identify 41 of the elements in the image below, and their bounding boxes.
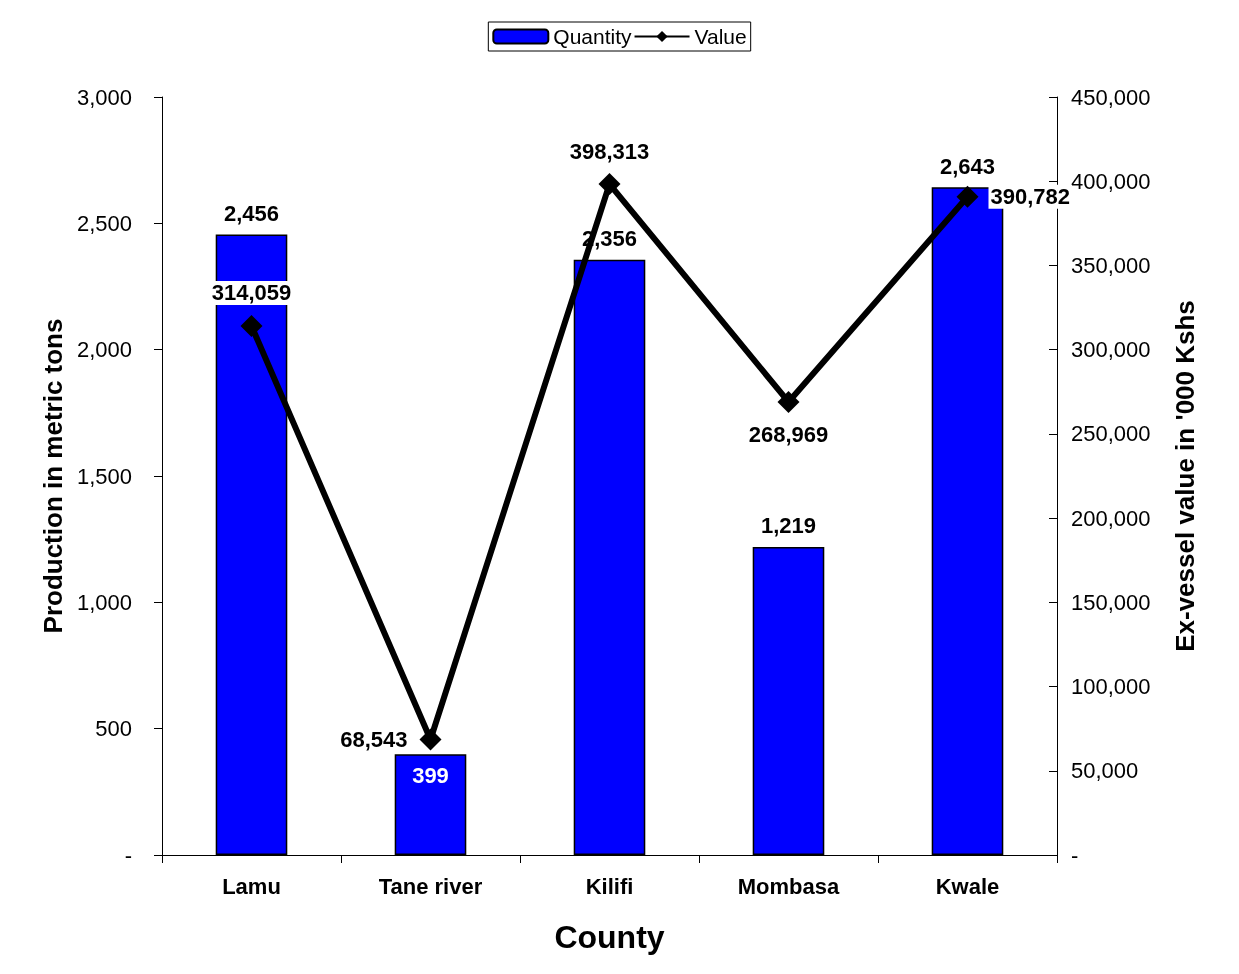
y2-tick-label: 350,000 (1071, 252, 1151, 278)
data-label: 68,543 (340, 727, 408, 753)
y-tick-label: 2,000 (76, 337, 132, 363)
y2-tick-label: 400,000 (1071, 168, 1151, 194)
y2-tick-label: 150,000 (1071, 589, 1151, 615)
y2-tick-label: 100,000 (1071, 674, 1151, 700)
point (419, 728, 442, 751)
data-label: 2,456 (223, 200, 280, 226)
y2-tick-label: 250,000 (1071, 421, 1151, 447)
legend-label: Value (694, 25, 747, 48)
y2-tick-label: 50,000 (1071, 758, 1139, 784)
x-axis-title: County (554, 919, 665, 955)
data-label: 268,969 (748, 422, 829, 448)
point (598, 173, 621, 196)
x-tick-label: Kilifi (585, 873, 634, 899)
data-label: 399 (412, 762, 449, 788)
y2-tick-label: 200,000 (1071, 505, 1151, 531)
y-tick-label: 1,500 (76, 463, 132, 489)
y-tick-label: 1,000 (76, 589, 132, 615)
legend-label: Quantity (553, 25, 633, 48)
y2-tick-label: 300,000 (1071, 337, 1151, 363)
y-axis-title: Production in metric tons (38, 318, 69, 634)
data-label: 390,782 (990, 184, 1071, 210)
y2-tick-label: 450,000 (1071, 84, 1151, 110)
y2-tick-label: - (1071, 842, 1079, 868)
data-label: 398,313 (569, 138, 650, 164)
x-tick-label: Lamu (222, 873, 281, 899)
y-tick-label: 3,000 (76, 84, 132, 110)
point (240, 314, 263, 337)
y2-axis-title: Ex-vessel value in '000 Kshs (1170, 300, 1200, 652)
data-label: 2,643 (939, 153, 996, 179)
point (777, 390, 800, 413)
x-tick-label: Kwale (935, 873, 1000, 899)
data-label: 1,219 (760, 513, 817, 539)
x-tick-label: Mombasa (737, 873, 840, 899)
y-tick-label: 500 (95, 716, 132, 742)
y-tick-label: - (124, 842, 132, 868)
x-tick-label: Tane river (378, 873, 483, 899)
point (956, 185, 979, 208)
y-tick-label: 2,500 (76, 210, 132, 236)
data-label: 314,059 (211, 280, 292, 306)
